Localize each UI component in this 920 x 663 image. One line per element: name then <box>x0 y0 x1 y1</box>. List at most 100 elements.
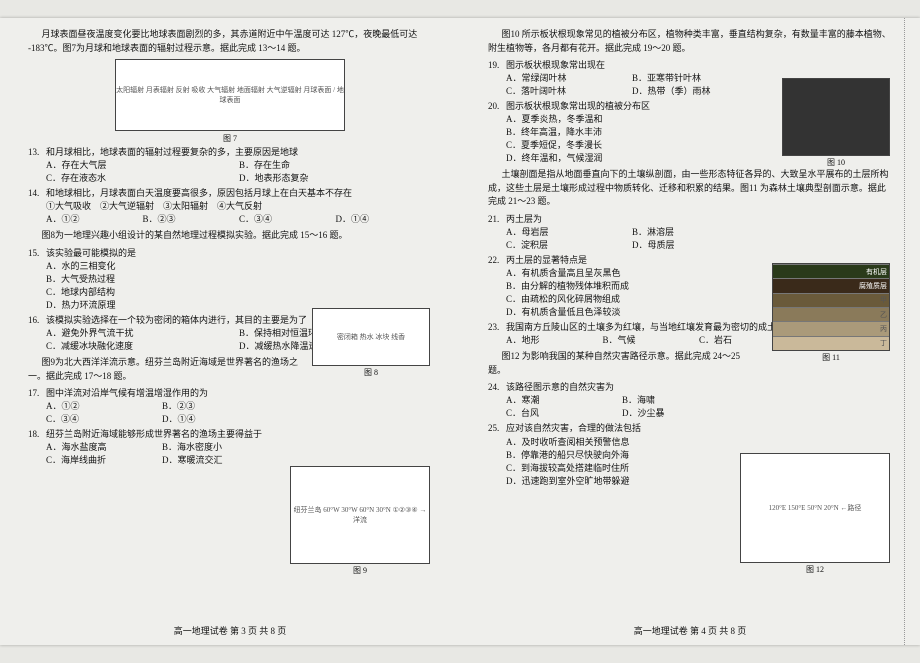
q14-opt-d: D．①④ <box>336 213 433 226</box>
q20-opt-a: A．夏季炎热，冬季温和 <box>506 113 758 126</box>
figure-11-caption: 图 11 <box>772 352 890 363</box>
q14-opt-c: C．③④ <box>239 213 336 226</box>
page-3: 月球表面昼夜温度变化要比地球表面剧烈的多，其赤道附近中午温度可达 127℃，夜晚… <box>0 18 460 645</box>
q22-opt-b: B．由分解的植物残体堆积而成 <box>506 280 758 293</box>
q15-opt-d: D．热力环流原理 <box>46 299 298 312</box>
intro-19-20: 图10 所示板状根现象常见的植被分布区，植物种类丰富，垂直结构复杂，有数量丰富的… <box>488 28 892 55</box>
q25-stem: 应对该自然灾害，合理的做法包括 <box>506 422 641 435</box>
q14-stem: 和地球相比，月球表面白天温度要高很多，原因包括月球上在白天基本不存在 <box>46 187 352 200</box>
q14-opt-b: B．②③ <box>143 213 240 226</box>
exam-sheet: 月球表面昼夜温度变化要比地球表面剧烈的多，其赤道附近中午温度可达 127℃，夜晚… <box>0 18 920 645</box>
question-13: 13.和月球相比，地球表面的辐射过程要复杂的多，主要原因是地球 A．存在大气层 … <box>28 146 432 185</box>
figure-9-caption: 图 9 <box>290 565 430 576</box>
q19-opt-c: C．落叶阔叶林 <box>506 85 632 98</box>
layer-bing: 丙 <box>773 321 889 335</box>
q18-stem: 纽芬兰岛附近海域能够形成世界著名的渔场主要得益于 <box>46 428 262 441</box>
q19-opt-a: A．常绿阔叶林 <box>506 72 632 85</box>
q25-opt-a: A．及时收听查阅相关预警信息 <box>506 436 738 449</box>
q20-stem: 图示板状根现象常出现的植被分布区 <box>506 100 650 113</box>
q18-opt-c: C．海岸线曲折 <box>46 454 162 467</box>
q20-num: 20. <box>488 100 506 113</box>
layer-organic: 有机层 <box>773 264 889 278</box>
figure-8-caption: 图 8 <box>312 367 430 378</box>
q15-opt-a: A．水的三相变化 <box>46 260 298 273</box>
q22-stem: 丙土层的显著特点是 <box>506 254 587 267</box>
q24-opt-d: D．沙尘暴 <box>622 407 738 420</box>
q18-opt-b: B．海水密度小 <box>162 441 278 454</box>
question-19: 19.图示板状根现象常出现在 A．常绿阔叶林 B．亚寒带针叶林 C．落叶阔叶林 … <box>488 59 758 98</box>
q16-num: 16. <box>28 314 46 327</box>
q21-num: 21. <box>488 213 506 226</box>
q23-opt-b: B．气候 <box>603 334 700 347</box>
q19-opt-d: D．热带（季）雨林 <box>632 85 758 98</box>
q17-stem: 图中洋流对沿岸气候有增温增湿作用的为 <box>46 387 208 400</box>
question-25: 25.应对该自然灾害，合理的做法包括 A．及时收听查阅相关预警信息 B．停靠港的… <box>488 422 738 487</box>
q15-opt-c: C．地球内部结构 <box>46 286 298 299</box>
question-18: 18.纽芬兰岛附近海域能够形成世界著名的渔场主要得益于 A．海水盐度高 B．海水… <box>28 428 278 467</box>
q17-opt-b: B．②③ <box>162 400 278 413</box>
q22-num: 22. <box>488 254 506 267</box>
question-22: 22.丙土层的显著特点是 A．有机质含量高且呈灰黑色 B．由分解的植物残体堆积而… <box>488 254 758 319</box>
q17-opt-d: D．①④ <box>162 413 278 426</box>
q17-opt-a: A．①② <box>46 400 162 413</box>
q25-opt-c: C．到海拔较高处搭建临时住所 <box>506 462 738 475</box>
q18-opt-a: A．海水盐度高 <box>46 441 162 454</box>
q20-opt-d: D．终年温和，气候湿润 <box>506 152 758 165</box>
layer-jia: 甲 <box>773 293 889 307</box>
q18-num: 18. <box>28 428 46 441</box>
figure-9-wrap: 纽芬兰岛 60°W 30°W 60°N 30°N ①②③④ → 洋流 图 9 <box>290 466 430 576</box>
intro-13-14: 月球表面昼夜温度变化要比地球表面剧烈的多，其赤道附近中午温度可达 127℃，夜晚… <box>28 28 432 55</box>
figure-7-labels: 太阳辐射 月表辐射 反射 吸收 大气辐射 地面辐射 大气逆辐射 月球表面 / 地… <box>116 85 344 105</box>
q13-opt-c: C．存在液态水 <box>46 172 239 185</box>
q23-stem: 我国南方丘陵山区的土壤多为红壤，与当地红壤发育最为密切的成土因素是 <box>506 321 803 334</box>
q22-opt-d: D．有机质含量低且色泽较淡 <box>506 306 758 319</box>
q17-num: 17. <box>28 387 46 400</box>
figure-12-caption: 图 12 <box>740 564 890 575</box>
q24-opt-c: C．台风 <box>506 407 622 420</box>
q13-opt-a: A．存在大气层 <box>46 159 239 172</box>
layer-yi: 乙 <box>773 307 889 321</box>
q15-num: 15. <box>28 247 46 260</box>
figure-9: 纽芬兰岛 60°W 30°W 60°N 30°N ①②③④ → 洋流 <box>290 466 430 564</box>
figure-11-wrap: 有机层 腐殖质层 甲 乙 丙 丁 图 11 <box>772 263 890 363</box>
figure-11: 有机层 腐殖质层 甲 乙 丙 丁 <box>772 263 890 351</box>
q15-stem: 该实验最可能模拟的是 <box>46 247 136 260</box>
question-14: 14.和地球相比，月球表面白天温度要高很多，原因包括月球上在白天基本不存在 ①大… <box>28 187 432 226</box>
binding-marks <box>904 18 916 645</box>
page-3-footer: 高一地理试卷 第 3 页 共 8 页 <box>0 624 460 637</box>
q24-num: 24. <box>488 381 506 394</box>
q13-opt-b: B．存在生命 <box>239 159 432 172</box>
figure-10-wrap: 图 10 <box>782 78 890 168</box>
q24-opt-b: B．海啸 <box>622 394 738 407</box>
figure-7-caption: 图 7 <box>28 133 432 144</box>
q21-stem: 丙土层为 <box>506 213 542 226</box>
figure-8-text: 密闭箱 热水 冰块 线香 <box>337 332 405 342</box>
q14-num: 14. <box>28 187 46 200</box>
q14-choices-line: ①大气吸收 ②大气逆辐射 ③太阳辐射 ④大气反射 <box>46 200 432 213</box>
q18-opt-d: D．寒暖流交汇 <box>162 454 278 467</box>
question-21: 21.丙土层为 A．母岩层 B．淋溶层 C．淀积层 D．母质层 <box>488 213 758 252</box>
layer-ding: 丁 <box>773 336 889 350</box>
q16-opt-a: A．避免外界气流干扰 <box>46 327 239 340</box>
figure-12-text: 120°E 150°E 50°N 20°N ←路径 <box>769 503 862 513</box>
q19-num: 19. <box>488 59 506 72</box>
question-17: 17.图中洋流对沿岸气候有增温增湿作用的为 A．①② B．②③ C．③④ D．①… <box>28 387 278 426</box>
q24-opt-a: A．寒潮 <box>506 394 622 407</box>
question-20: 20.图示板状根现象常出现的植被分布区 A．夏季炎热，冬季温和 B．终年高温，降… <box>488 100 758 165</box>
q21-opt-c: C．淀积层 <box>506 239 632 252</box>
q21-opt-b: B．淋溶层 <box>632 226 758 239</box>
question-15: 15.该实验最可能模拟的是 A．水的三相变化 B．大气受热过程 C．地球内部结构… <box>28 247 298 312</box>
q25-num: 25. <box>488 422 506 435</box>
intro-21-23: 土壤剖面是指从地面垂直向下的土壤纵剖面，由一些形态特征各异的、大致呈水平展布的土… <box>488 168 892 209</box>
q16-stem: 该模拟实验选择在一个较为密闭的箱体内进行，其目的主要是为了 <box>46 314 307 327</box>
figure-8-wrap: 密闭箱 热水 冰块 线香 图 8 <box>312 308 430 378</box>
q14-opt-a: A．①② <box>46 213 143 226</box>
figure-10-caption: 图 10 <box>782 157 890 168</box>
intro-15-16: 图8为一地理兴趣小组设计的某自然地理过程模拟实验。据此完成 15～16 题。 <box>28 229 432 243</box>
q25-opt-b: B．停靠港的船只尽快驶向外海 <box>506 449 738 462</box>
q17-opt-c: C．③④ <box>46 413 162 426</box>
q22-opt-a: A．有机质含量高且呈灰黑色 <box>506 267 758 280</box>
q19-opt-b: B．亚寒带针叶林 <box>632 72 758 85</box>
intro-17-18: 图9为北大西洋洋流示意。纽芬兰岛附近海域是世界著名的渔场之一。据此完成 17～1… <box>28 356 308 383</box>
q13-num: 13. <box>28 146 46 159</box>
